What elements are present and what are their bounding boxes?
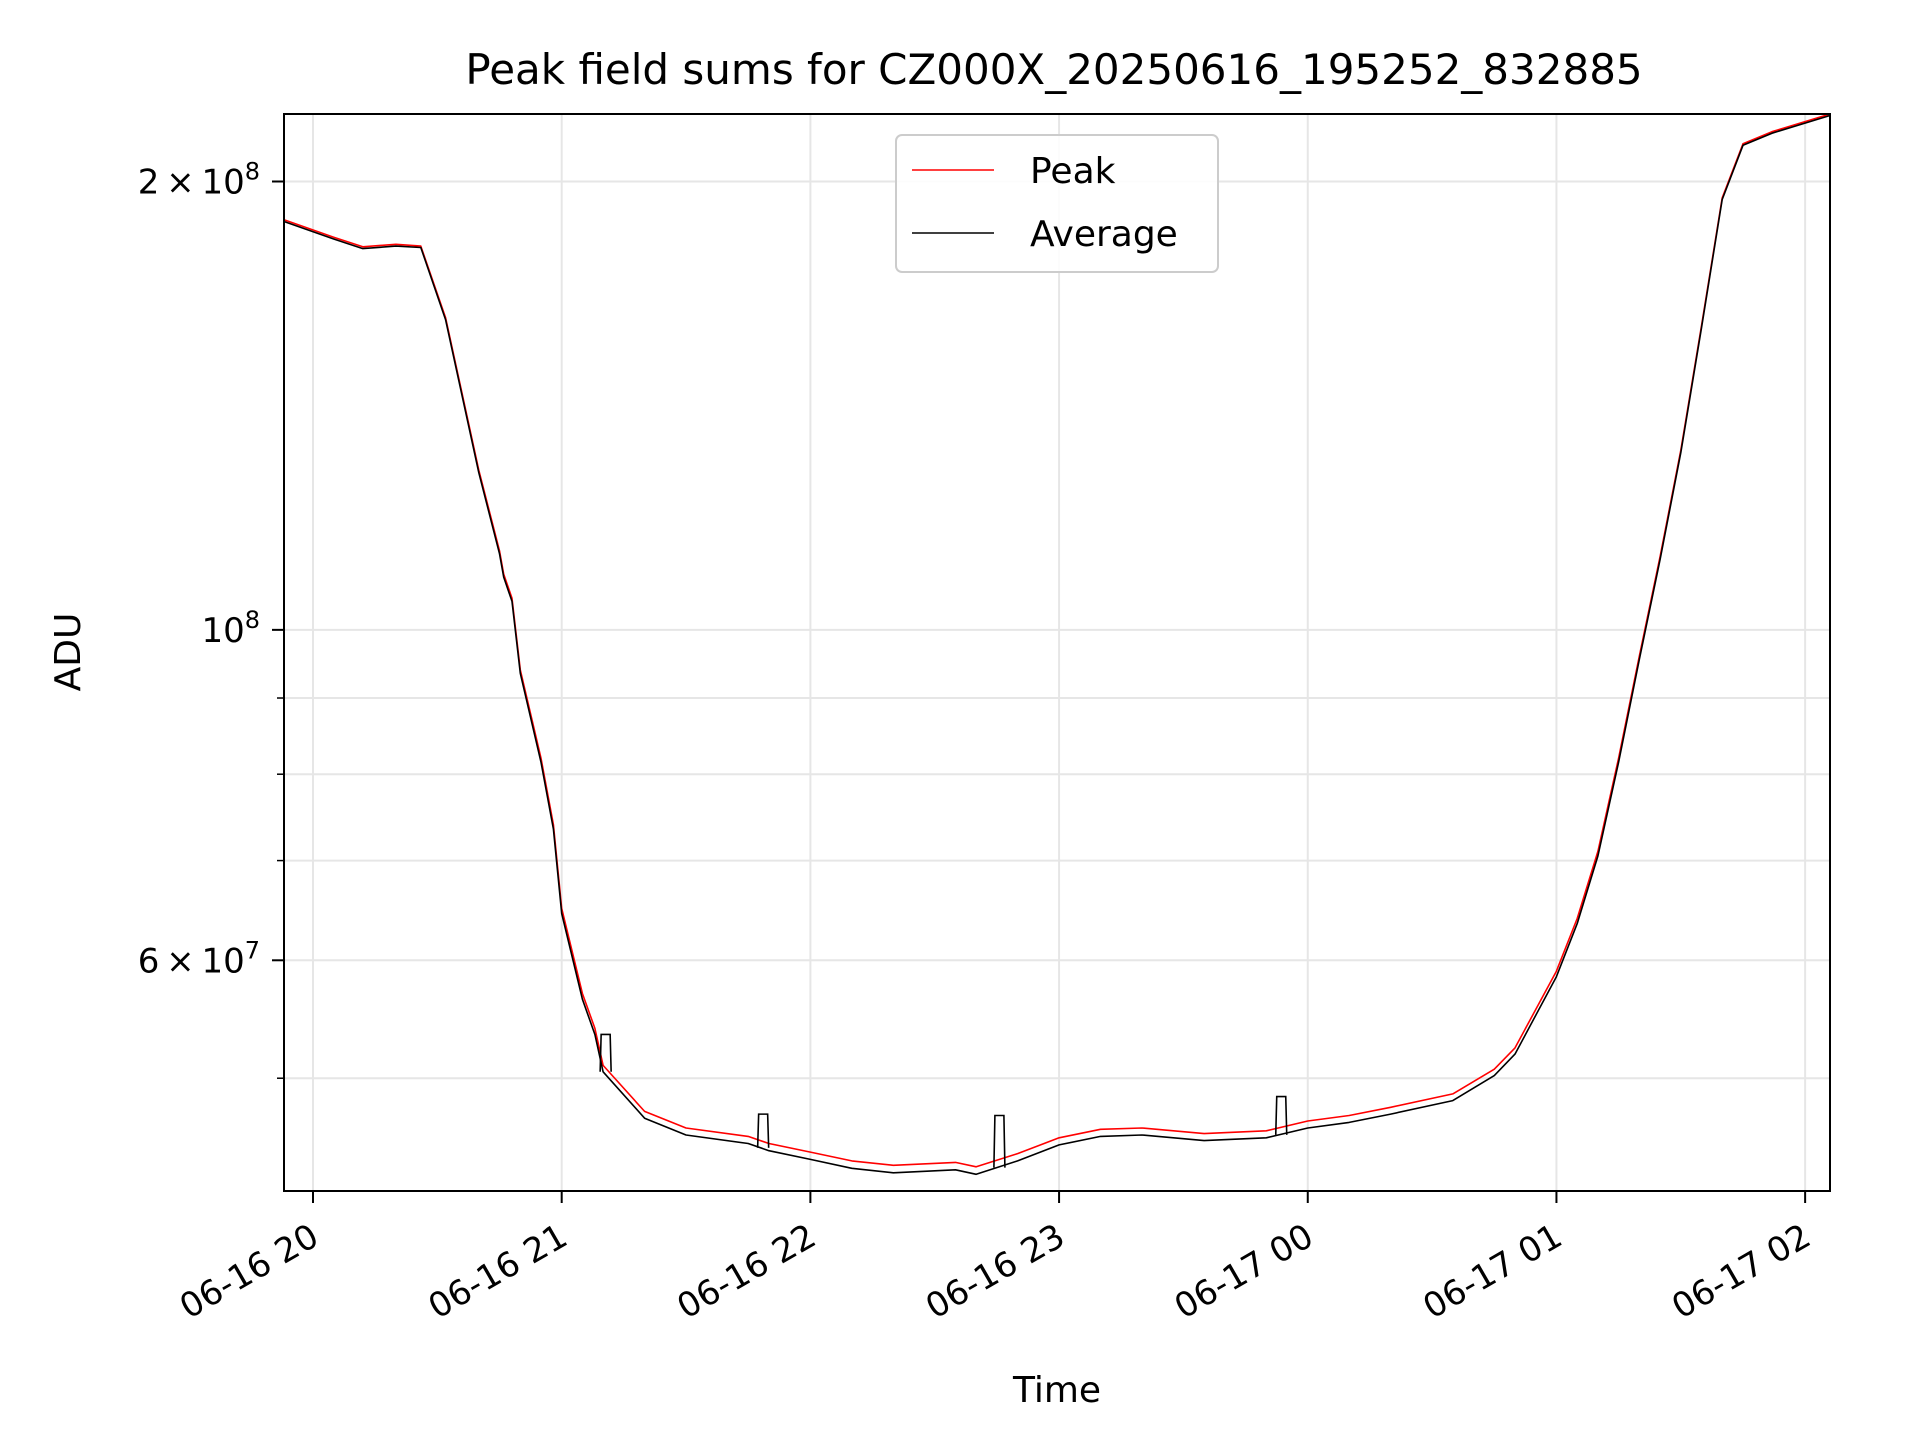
legend-average-label: Average: [1030, 214, 1178, 255]
legend-peak-label: Peak: [1030, 151, 1116, 192]
spike-mark: [599, 1033, 612, 1072]
series-lines: [283, 113, 1831, 1176]
plot-frame: [283, 113, 1831, 1192]
y-axis-ticks: 2 × 108 108 6 × 107: [138, 158, 284, 1079]
x-axis-label: Time: [1012, 1370, 1101, 1411]
peak-series-line: [283, 113, 1831, 1168]
spike-mark: [1274, 1095, 1288, 1135]
y-tick-label: 6 × 107: [138, 936, 260, 981]
legend: Peak Average: [895, 134, 1219, 273]
y-tick-label: 2 × 108: [138, 158, 260, 203]
y-axis-label: ADU: [48, 613, 89, 692]
y-tick-label: 108: [201, 606, 260, 651]
spike-mark: [756, 1113, 770, 1148]
grid-lines: [284, 114, 1830, 1191]
chart-title: Peak field sums for CZ000X_20250616_1952…: [465, 45, 1642, 94]
spike-mark: [993, 1114, 1006, 1168]
average-series-line: [283, 114, 1831, 1176]
